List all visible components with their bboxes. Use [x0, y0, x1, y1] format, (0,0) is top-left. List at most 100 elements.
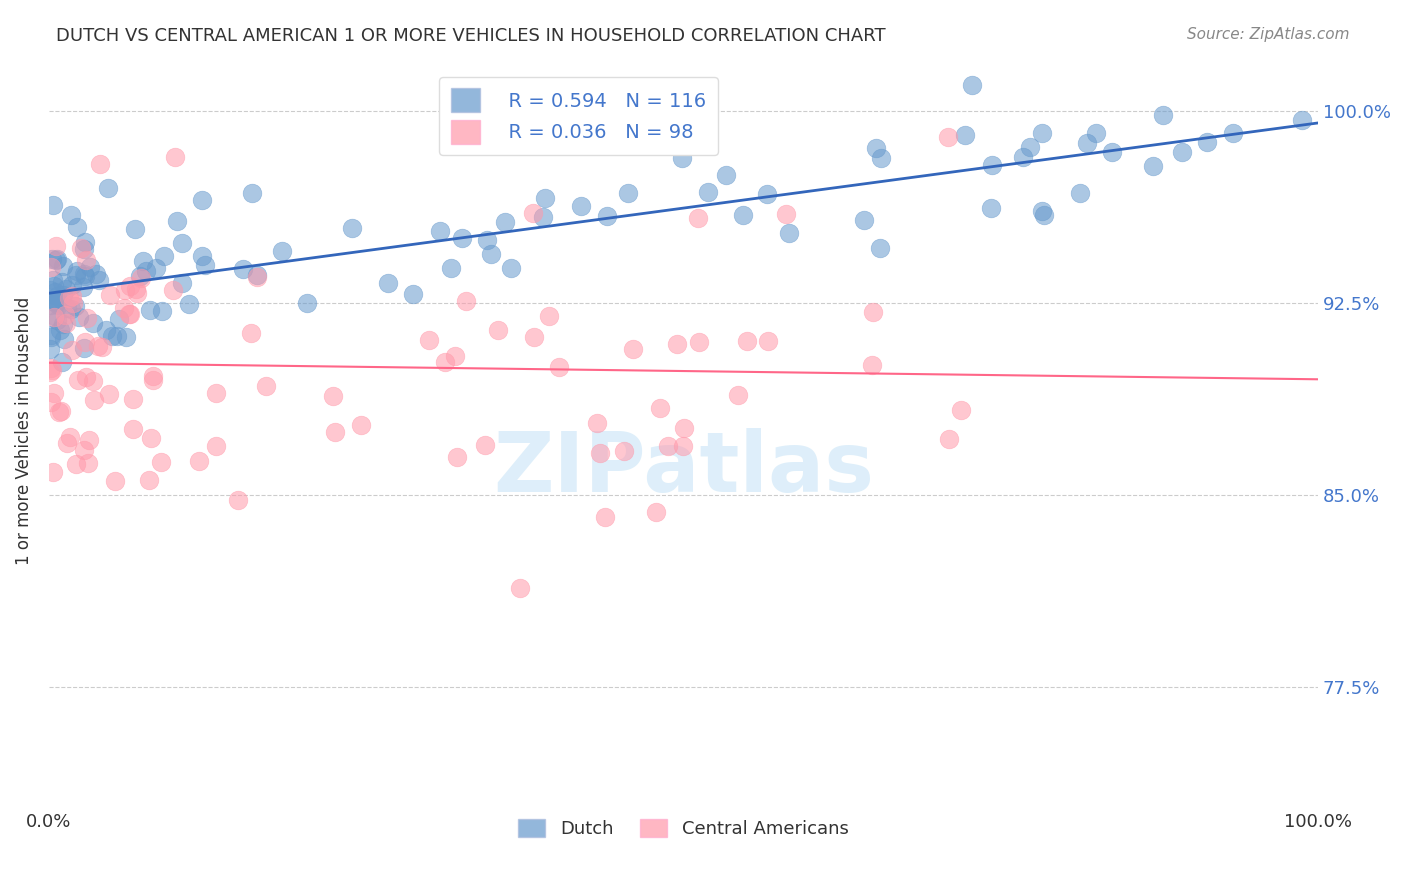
- Point: [617, 186, 640, 200]
- Point: [55, 282, 77, 296]
- Point: [45, 294, 67, 309]
- Point: [962, 78, 984, 93]
- Point: [204, 385, 226, 400]
- Point: [142, 373, 165, 387]
- Point: [191, 193, 214, 207]
- Point: [1012, 150, 1035, 164]
- Point: [142, 369, 165, 384]
- Point: [1031, 204, 1053, 219]
- Point: [953, 128, 976, 142]
- Point: [87, 273, 110, 287]
- Point: [38, 283, 60, 297]
- Point: [1076, 136, 1098, 150]
- Point: [84, 268, 107, 282]
- Point: [65, 268, 87, 282]
- Point: [865, 141, 887, 155]
- Point: [949, 402, 972, 417]
- Point: [688, 334, 710, 349]
- Point: [162, 283, 184, 297]
- Point: [936, 130, 959, 145]
- Point: [981, 158, 1004, 172]
- Point: [75, 335, 97, 350]
- Point: [129, 271, 152, 285]
- Point: [45, 239, 67, 253]
- Point: [440, 260, 463, 275]
- Point: [852, 213, 875, 227]
- Point: [486, 322, 509, 336]
- Y-axis label: 1 or more Vehicles in Household: 1 or more Vehicles in Household: [15, 297, 32, 565]
- Point: [321, 389, 343, 403]
- Point: [226, 493, 249, 508]
- Point: [756, 334, 779, 349]
- Point: [531, 210, 554, 224]
- Point: [1084, 126, 1107, 140]
- Point: [77, 456, 100, 470]
- Point: [48, 405, 70, 419]
- Point: [65, 457, 87, 471]
- Point: [39, 360, 62, 375]
- Point: [138, 474, 160, 488]
- Point: [477, 233, 499, 247]
- Point: [125, 282, 148, 296]
- Point: [125, 286, 148, 301]
- Point: [731, 208, 754, 222]
- Point: [83, 392, 105, 407]
- Point: [1032, 209, 1054, 223]
- Point: [980, 201, 1002, 215]
- Point: [59, 208, 82, 222]
- Point: [246, 270, 269, 285]
- Point: [509, 581, 531, 595]
- Point: [177, 297, 200, 311]
- Point: [589, 446, 612, 460]
- Point: [98, 386, 121, 401]
- Point: [1222, 126, 1244, 140]
- Point: [271, 244, 294, 258]
- Point: [141, 431, 163, 445]
- Point: [108, 312, 131, 326]
- Point: [73, 268, 96, 282]
- Point: [100, 288, 122, 302]
- Point: [105, 329, 128, 343]
- Point: [91, 340, 114, 354]
- Point: [474, 437, 496, 451]
- Point: [89, 157, 111, 171]
- Point: [39, 327, 62, 342]
- Point: [862, 358, 884, 372]
- Point: [145, 261, 167, 276]
- Point: [122, 392, 145, 407]
- Point: [494, 215, 516, 229]
- Point: [73, 442, 96, 457]
- Point: [870, 151, 893, 165]
- Point: [42, 386, 65, 401]
- Point: [49, 322, 72, 336]
- Point: [39, 395, 62, 409]
- Point: [190, 249, 212, 263]
- Text: ZIPatlas: ZIPatlas: [494, 427, 875, 508]
- Point: [613, 444, 636, 458]
- Point: [446, 450, 468, 465]
- Point: [76, 310, 98, 325]
- Point: [75, 253, 97, 268]
- Point: [1101, 145, 1123, 159]
- Point: [120, 279, 142, 293]
- Point: [1018, 140, 1040, 154]
- Point: [82, 374, 104, 388]
- Point: [51, 404, 73, 418]
- Point: [39, 260, 62, 274]
- Point: [775, 207, 797, 221]
- Point: [52, 287, 75, 301]
- Point: [621, 342, 644, 356]
- Point: [41, 252, 63, 267]
- Point: [66, 264, 89, 278]
- Point: [586, 416, 609, 430]
- Point: [402, 286, 425, 301]
- Point: [1195, 135, 1218, 149]
- Point: [77, 433, 100, 447]
- Point: [170, 235, 193, 250]
- Point: [63, 299, 86, 313]
- Point: [869, 241, 891, 255]
- Point: [82, 316, 104, 330]
- Point: [39, 330, 62, 344]
- Point: [501, 261, 523, 276]
- Point: [76, 369, 98, 384]
